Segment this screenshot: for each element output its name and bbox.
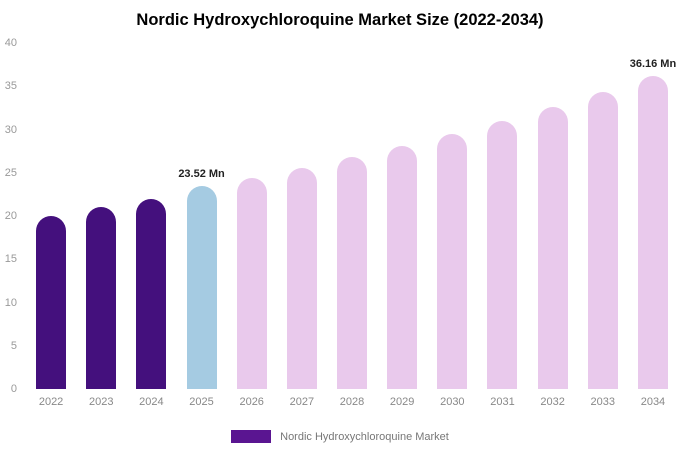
bar[interactable] [136, 198, 167, 389]
bar[interactable] [537, 107, 568, 389]
bar-column: 36.16 Mn 2034 [628, 43, 678, 408]
x-axis-label: 2025 [189, 396, 214, 408]
x-axis-label: 2026 [239, 396, 264, 408]
bar[interactable] [236, 177, 267, 389]
x-axis-label: 2028 [339, 396, 365, 408]
bar[interactable] [637, 76, 668, 389]
bar-column: 2032 [528, 43, 578, 408]
legend-swatch [231, 430, 272, 443]
bar-column: 2029 [377, 43, 427, 408]
bar[interactable] [86, 207, 117, 389]
bar[interactable] [36, 216, 67, 389]
bar[interactable] [337, 157, 368, 389]
bar-column: 2024 [126, 43, 176, 408]
y-axis-tick-label: 5 [10, 339, 17, 352]
y-axis-tick-label: 30 [4, 123, 17, 136]
legend-label: Nordic Hydroxychloroquine Market [280, 430, 449, 443]
x-axis-label: 2027 [289, 396, 315, 408]
bar[interactable] [587, 92, 618, 389]
bar-column: 2022 [26, 43, 76, 408]
x-axis-label: 2029 [389, 396, 415, 408]
x-axis-label: 2032 [540, 396, 565, 408]
x-axis-label: 2031 [490, 396, 515, 408]
x-axis-label: 2022 [38, 396, 64, 408]
y-axis-tick-label: 10 [4, 296, 17, 309]
bar[interactable] [487, 120, 518, 389]
y-axis-tick-label: 35 [4, 80, 17, 93]
bar[interactable] [387, 145, 418, 389]
y-axis-tick-label: 0 [10, 383, 17, 395]
x-axis-label: 2033 [590, 396, 616, 408]
bar[interactable] [286, 168, 317, 389]
bar[interactable] [437, 133, 468, 389]
legend[interactable]: Nordic Hydroxychloroquine Market [0, 430, 680, 443]
bar-column: 2031 [477, 43, 527, 408]
x-axis-label: 2034 [640, 396, 666, 408]
bar[interactable] [186, 185, 217, 389]
bar-column: 23.52 Mn 2025 [176, 43, 226, 408]
bar-column: 2027 [277, 43, 327, 408]
bar-column: 2026 [227, 43, 277, 408]
y-axis-tick-label: 40 [4, 37, 17, 49]
bar-column: 2030 [427, 43, 477, 408]
y-axis: 0 5 10 15 20 25 30 35 40 [0, 0, 18, 450]
bar-value-annotation: 36.16 Mn [629, 58, 677, 71]
x-axis-label: 2023 [88, 396, 114, 408]
y-axis-tick-label: 15 [4, 253, 17, 266]
y-axis-tick-label: 20 [4, 210, 17, 222]
plot-area: 2022 2023 2024 23.52 Mn 2025 2026 2027 2028 2029… [26, 43, 678, 408]
x-axis-label: 2024 [139, 396, 164, 408]
bar-value-annotation: 23.52 Mn [178, 167, 225, 180]
bar-column: 2033 [578, 43, 628, 408]
chart-title: Nordic Hydroxychloroquine Market Size (2… [136, 11, 544, 29]
bar-column: 2023 [76, 43, 126, 408]
x-axis-label: 2030 [440, 396, 465, 408]
bar-column: 2028 [327, 43, 377, 408]
y-axis-tick-label: 25 [4, 166, 17, 179]
